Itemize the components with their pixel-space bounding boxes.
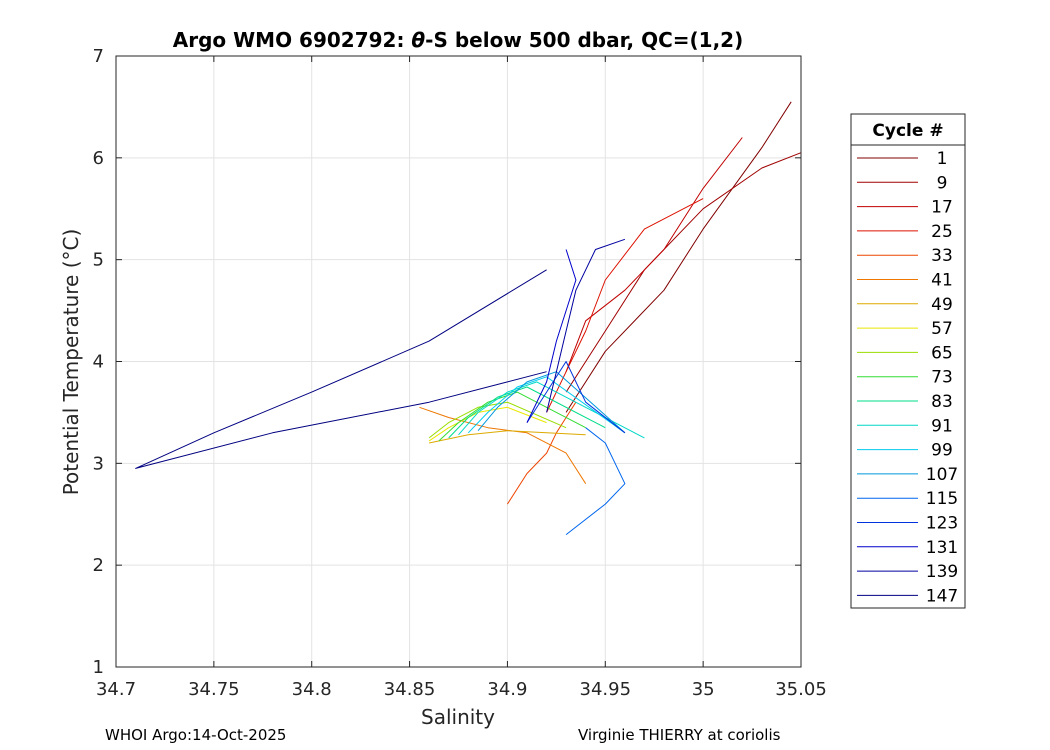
legend-label-107: 107: [926, 465, 958, 485]
legend-label-147: 147: [926, 586, 958, 606]
x-tick-label-5: 34.95: [580, 679, 632, 700]
series-line-cycle-131: [526, 249, 577, 423]
legend-label-33: 33: [931, 246, 953, 266]
series-line-cycle-73: [438, 391, 586, 442]
legend-label-25: 25: [931, 222, 953, 242]
legend-label-115: 115: [926, 489, 958, 509]
legend-label-123: 123: [926, 514, 958, 534]
series-lines: [135, 101, 802, 535]
series-line-cycle-107: [477, 371, 626, 434]
x-tick-label-7: 35.05: [775, 679, 827, 700]
x-axis-ticks: 34.7 34.75 34.8 34.85 34.9 34.95 35 35.05: [96, 56, 827, 700]
series-line-cycle-33: [506, 401, 577, 505]
series-line-cycle-49: [428, 430, 586, 444]
series-line-cycle-83: [448, 386, 606, 439]
legend-label-9: 9: [937, 173, 948, 193]
x-tick-label-1: 34.75: [188, 679, 240, 700]
series-line-cycle-147: [135, 269, 547, 469]
legend-label-99: 99: [931, 441, 953, 461]
footer-left: WHOI Argo:14-Oct-2025: [105, 726, 287, 744]
legend-label-83: 83: [931, 392, 953, 412]
series-line-cycle-9: [565, 152, 802, 393]
grid: [115, 55, 802, 668]
series-line-cycle-25: [546, 198, 704, 413]
legend-box: [850, 113, 966, 609]
y-tick-label-4: 5: [93, 250, 104, 271]
legend-label-57: 57: [931, 319, 953, 339]
legend-label-41: 41: [931, 271, 953, 291]
series-line-cycle-115: [565, 427, 626, 535]
x-tick-label-2: 34.8: [292, 679, 332, 700]
series-line-cycle-123: [526, 361, 626, 434]
legend-label-73: 73: [931, 368, 953, 388]
legend-items: 1 9 17 25 33 41 49 57 65 73 83 91 99 107 115 123 131 139 1…: [857, 149, 958, 606]
legend-label-131: 131: [926, 538, 958, 558]
series-line-cycle-17: [565, 137, 743, 372]
x-tick-label-3: 34.85: [384, 679, 436, 700]
series-line-cycle-139: [546, 238, 626, 413]
chart-title: Argo WMO 6902792: θ-S below 500 dbar, QC…: [173, 28, 743, 52]
legend-label-1: 1: [937, 149, 948, 169]
series-line-cycle-99: [467, 376, 626, 434]
legend-label-17: 17: [931, 198, 953, 218]
series-line-cycle-41: [419, 406, 587, 484]
legend: Cycle # 1 9 17 25 33 41 49 57 65 73 83 91 99 107 115 12…: [850, 113, 966, 609]
series-line-cycle-65: [428, 401, 567, 439]
x-tick-label-0: 34.7: [96, 679, 136, 700]
footer-right: Virginie THIERRY at coriolis: [578, 726, 781, 744]
x-tick-label-4: 34.9: [487, 679, 527, 700]
x-tick-label-6: 35: [692, 679, 715, 700]
y-tick-label-2: 3: [93, 453, 104, 474]
legend-label-139: 139: [926, 562, 958, 582]
x-axis-label: Salinity: [421, 705, 495, 729]
legend-label-49: 49: [931, 295, 953, 315]
y-axis-ticks: 1 2 3 4 5 6 7: [93, 46, 801, 678]
y-tick-label-5: 6: [93, 148, 104, 169]
y-tick-label-0: 1: [93, 657, 104, 678]
legend-label-91: 91: [931, 416, 953, 436]
y-tick-label-1: 2: [93, 555, 104, 576]
y-tick-label-6: 7: [93, 46, 104, 67]
y-axis-label: Potential Temperature (°C): [59, 229, 83, 496]
legend-title: Cycle #: [872, 121, 943, 141]
legend-label-65: 65: [931, 343, 953, 363]
series-line-cycle-91: [458, 381, 645, 439]
y-tick-label-3: 4: [93, 352, 104, 373]
series-line-cycle-1: [565, 101, 792, 413]
